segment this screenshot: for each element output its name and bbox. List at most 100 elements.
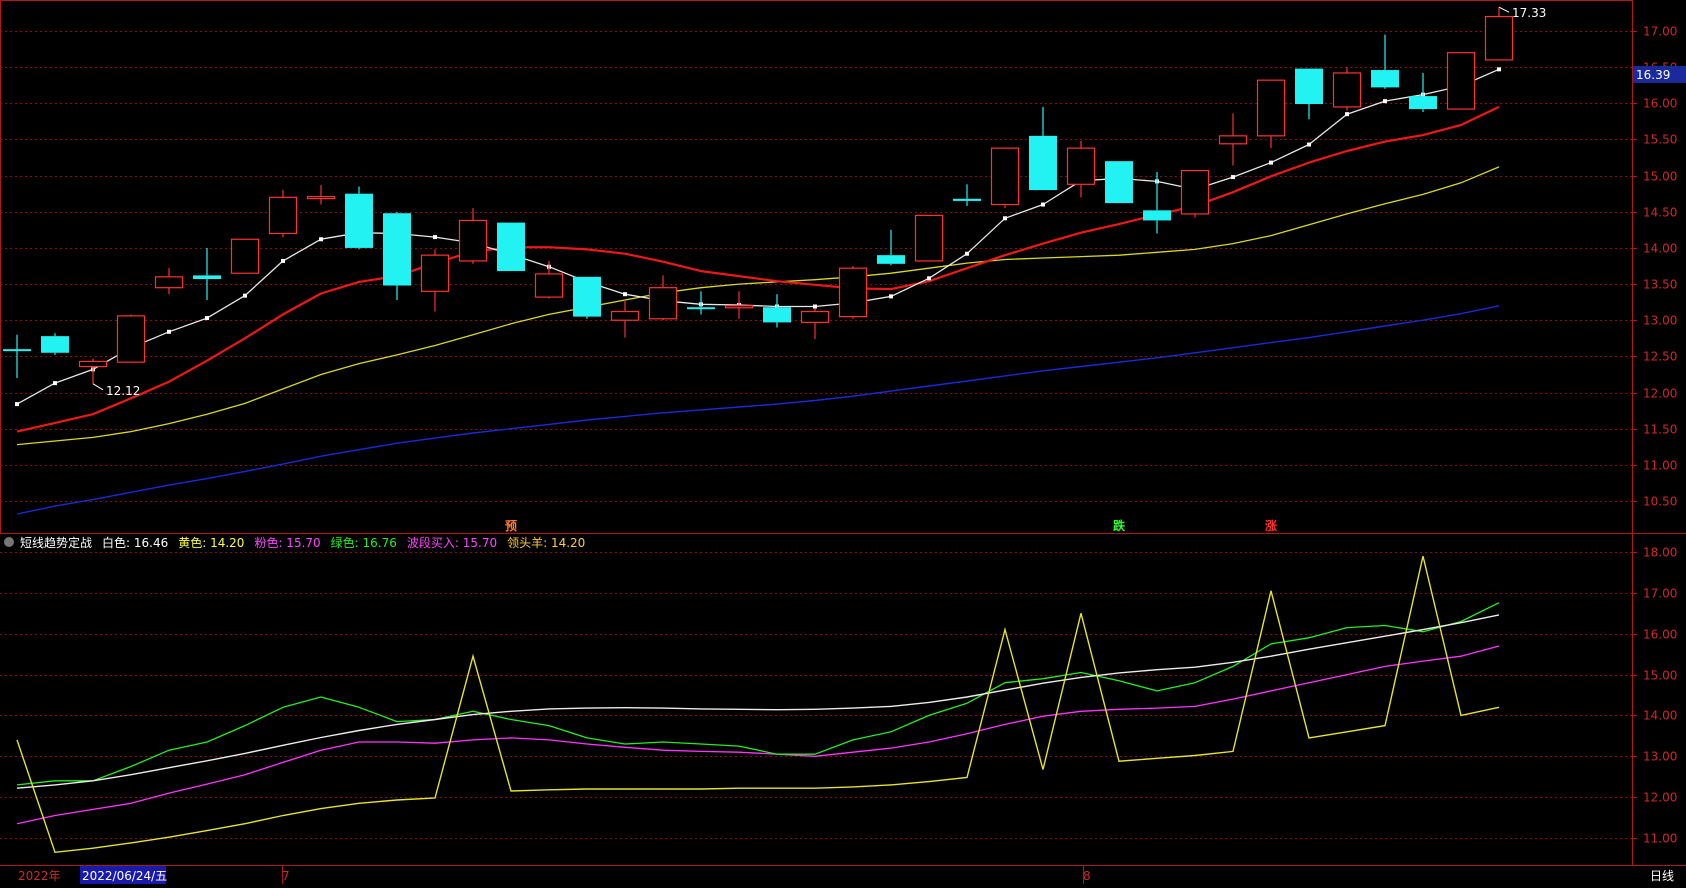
- time-cursor-box: [80, 866, 166, 884]
- candle[interactable]: [383, 211, 411, 300]
- candle-body: [1180, 169, 1210, 215]
- candle-body: [1332, 72, 1362, 108]
- ma-white-point: [889, 294, 893, 299]
- candle-body: [1446, 52, 1476, 110]
- candle-body: [1105, 161, 1133, 204]
- candle[interactable]: [648, 275, 678, 321]
- candles-layer[interactable]: [3, 7, 1514, 384]
- candle[interactable]: [953, 184, 981, 206]
- candle[interactable]: [1484, 7, 1514, 61]
- candle[interactable]: [497, 222, 525, 272]
- time-label-month-8: 8: [1083, 869, 1091, 883]
- candle[interactable]: [306, 185, 336, 205]
- candle-body: [877, 255, 905, 264]
- candle[interactable]: [610, 299, 640, 338]
- candle[interactable]: [914, 214, 944, 262]
- candle[interactable]: [838, 266, 868, 319]
- price-tick-label: 14.00: [1643, 242, 1677, 256]
- indicator-tick-label: 11.00: [1643, 832, 1677, 846]
- candle[interactable]: [345, 186, 373, 250]
- candle[interactable]: [154, 268, 184, 295]
- indicator-white-line: [16, 614, 1500, 789]
- price-tick-label: 15.00: [1643, 170, 1677, 184]
- candle[interactable]: [1295, 68, 1323, 120]
- ma-white-point: [965, 251, 969, 256]
- price-tick-label: 11.50: [1643, 423, 1677, 437]
- candle[interactable]: [116, 314, 146, 363]
- legend-leader: 领头羊: 14.20: [507, 535, 586, 550]
- candle-body: [573, 276, 601, 317]
- ma-yellow-line: [16, 166, 1500, 446]
- candle-body: [3, 349, 31, 352]
- candle[interactable]: [763, 294, 791, 328]
- indicator-yellow-line: [16, 555, 1500, 854]
- high-marker-line: [1498, 6, 1510, 13]
- ma-white-point: [813, 304, 817, 309]
- indicator-tick-label: 14.00: [1643, 709, 1677, 723]
- candle-body: [990, 147, 1020, 206]
- candle-body: [648, 287, 678, 320]
- ma-white-point: [1269, 160, 1273, 165]
- legend-white: 白色: 16.46: [102, 535, 169, 550]
- candle[interactable]: [1066, 140, 1096, 198]
- candle[interactable]: [420, 249, 450, 312]
- frame-layer: [0, 0, 1686, 866]
- candle[interactable]: [800, 308, 830, 340]
- signal-label: 跌: [1113, 518, 1126, 533]
- candle[interactable]: [1332, 67, 1362, 111]
- candle[interactable]: [193, 247, 221, 300]
- candle[interactable]: [877, 229, 905, 266]
- collapse-toggle-icon[interactable]: [4, 537, 14, 547]
- indicator-tick-label: 15.00: [1643, 669, 1677, 683]
- indicator-pink-line: [16, 645, 1500, 825]
- ma-white-point: [1383, 99, 1387, 104]
- candle[interactable]: [41, 333, 69, 355]
- price-tick-label: 11.00: [1643, 459, 1677, 473]
- candle[interactable]: [1371, 34, 1399, 89]
- indicator-legend: 短线趋势定战 白色: 16.46 黄色: 14.20 粉色: 15.70 绿色:…: [4, 533, 585, 551]
- candle[interactable]: [1180, 169, 1210, 218]
- candle[interactable]: [1409, 72, 1437, 112]
- price-tick-label: 17.00: [1643, 25, 1677, 39]
- signal-label: 预: [505, 519, 517, 533]
- candle-body: [1295, 68, 1323, 105]
- candle-body: [800, 310, 830, 323]
- candle[interactable]: [78, 358, 108, 384]
- candle[interactable]: [230, 238, 260, 274]
- price-tick-label: 12.50: [1643, 350, 1677, 364]
- candle-body: [1256, 79, 1286, 137]
- candle[interactable]: [534, 260, 564, 299]
- candle[interactable]: [1143, 172, 1171, 234]
- legend-green: 绿色: 16.76: [330, 535, 397, 550]
- ma-white-point: [1231, 175, 1235, 180]
- indicator-name: 短线趋势定战: [20, 535, 93, 550]
- candle[interactable]: [990, 147, 1020, 209]
- indicator-green-line: [16, 602, 1500, 786]
- candle[interactable]: [1218, 113, 1248, 166]
- candle[interactable]: [1446, 52, 1476, 110]
- candle[interactable]: [3, 334, 31, 379]
- time-label-year: 2022年: [18, 869, 61, 883]
- price-tick-label: 12.00: [1643, 387, 1677, 401]
- candle[interactable]: [687, 291, 715, 315]
- candle[interactable]: [1029, 106, 1057, 191]
- candle-body: [534, 273, 564, 298]
- ma-white-point: [167, 329, 171, 334]
- low-marker-line: [92, 383, 104, 391]
- ma-white-point: [243, 293, 247, 298]
- candle[interactable]: [724, 291, 754, 319]
- ma-lines-layer: [15, 67, 1501, 515]
- candle-body: [1371, 70, 1399, 88]
- candle[interactable]: [1105, 161, 1133, 204]
- candle-body: [345, 193, 373, 248]
- candle-body: [763, 307, 791, 323]
- current-price-box: [1633, 66, 1686, 83]
- candle[interactable]: [573, 276, 601, 319]
- candle[interactable]: [458, 208, 488, 264]
- candle-body: [458, 219, 488, 262]
- candle[interactable]: [1256, 79, 1286, 149]
- price-tick-label: 16.00: [1643, 97, 1677, 111]
- candle-body: [610, 310, 640, 321]
- candle[interactable]: [268, 190, 298, 238]
